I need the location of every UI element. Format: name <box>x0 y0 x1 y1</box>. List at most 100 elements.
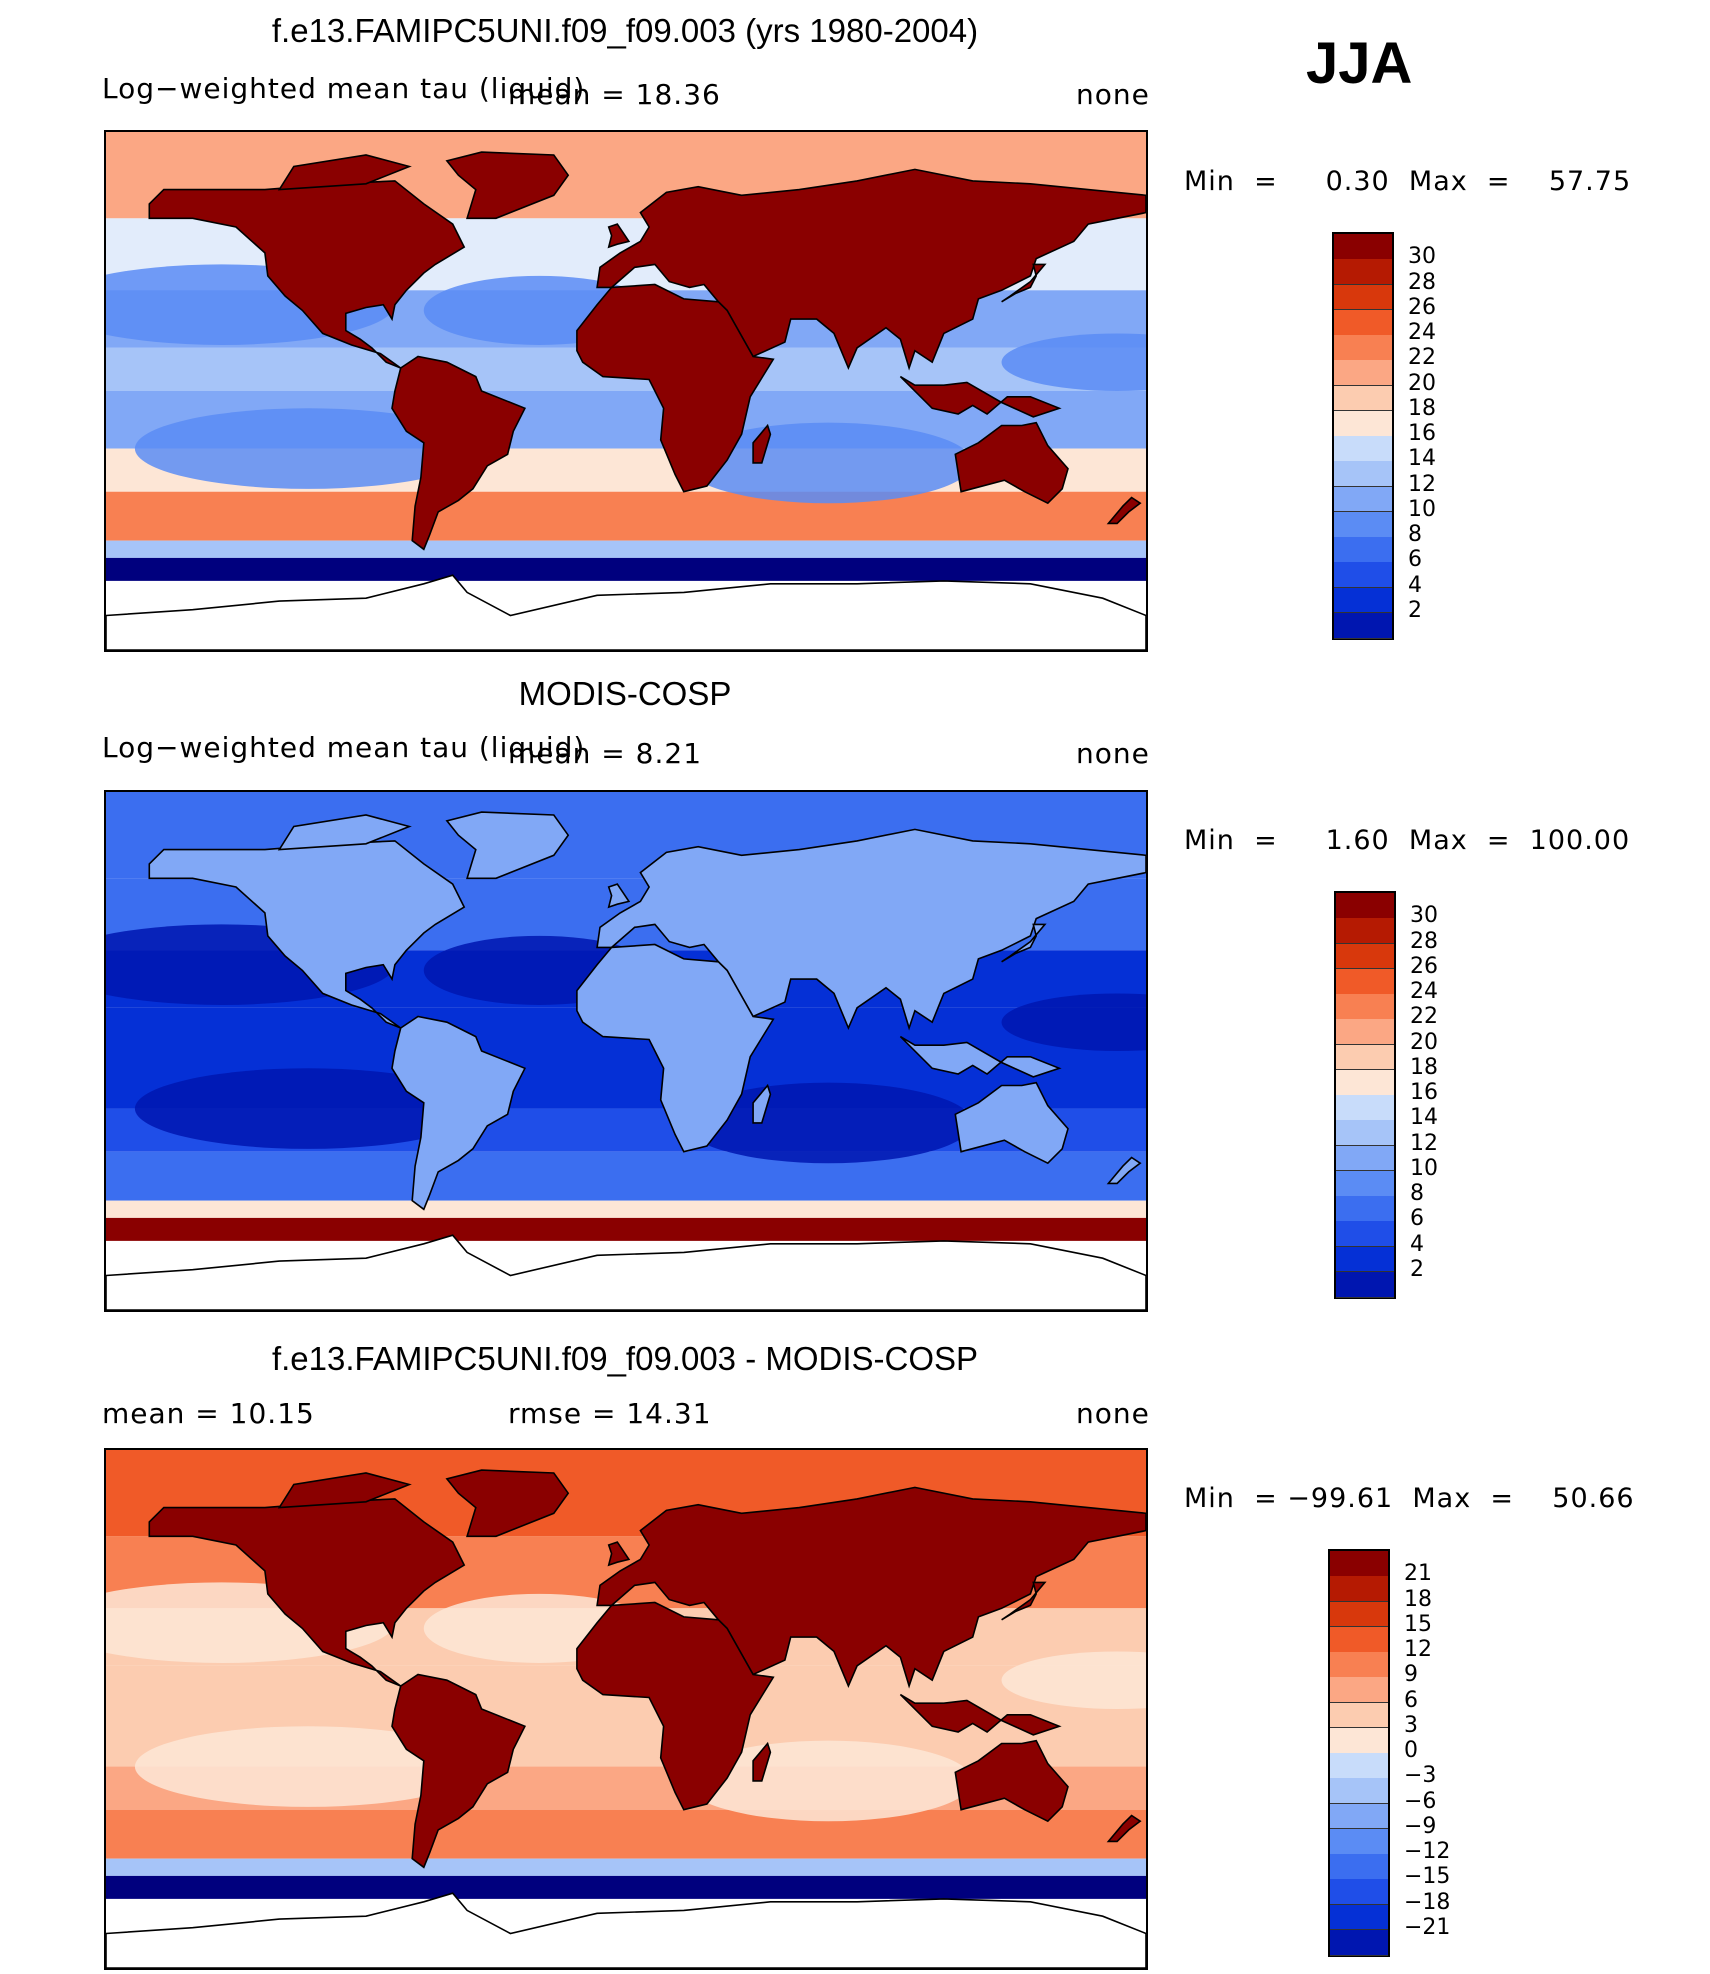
continent-nz <box>1106 1814 1142 1843</box>
colorbar-swatch <box>1334 309 1392 336</box>
continent-uk <box>607 883 631 909</box>
ocean-feature <box>1001 1651 1146 1709</box>
panel-3-minmax: Min = −99.61 Max = 50.66 <box>1184 1483 1635 1514</box>
continent-uk <box>607 223 631 249</box>
colorbar-swatch <box>1336 1170 1394 1197</box>
colorbar-swatches <box>1332 232 1394 640</box>
continent-north-america <box>148 840 466 1029</box>
panel-2-minmax: Min = 1.60 Max = 100.00 <box>1184 825 1631 856</box>
continent-australia <box>954 421 1069 505</box>
colorbar-swatch <box>1334 385 1392 412</box>
season-label: JJA <box>1306 31 1413 96</box>
colorbar-tick-label: 20 <box>1408 370 1436 396</box>
continent-madagascar <box>752 1741 772 1782</box>
colorbar-tick-label: 16 <box>1408 421 1436 446</box>
panel-1-colorbar: 30 28 26 24 22 20 18 16 14 12 10 8 6 4 2 <box>1332 232 1532 642</box>
panel-2-mean: mean = 8.21 <box>508 737 703 770</box>
colorbar-swatch <box>1336 1095 1394 1121</box>
colorbar-swatch <box>1334 587 1392 614</box>
colorbar-tick-label: 18 <box>1408 395 1436 421</box>
colorbar-swatch <box>1336 1246 1394 1273</box>
colorbar-swatch <box>1330 1854 1388 1880</box>
colorbar-swatch <box>1334 284 1392 311</box>
colorbar-swatch <box>1336 1196 1394 1222</box>
panel-3-map <box>104 1448 1148 1970</box>
colorbar-tick-label: 0 <box>1404 1738 1418 1763</box>
colorbar-tick-label: 8 <box>1410 1181 1424 1206</box>
colorbar-swatch <box>1334 461 1392 487</box>
colorbar-labels: 30 28 26 24 22 20 18 16 14 12 10 8 6 4 2 <box>1410 891 1510 1301</box>
colorbar-tick-label: −3 <box>1404 1763 1437 1789</box>
colorbar-tick-label: 3 <box>1404 1712 1418 1738</box>
colorbar-tick-label: 2 <box>1410 1256 1424 1282</box>
map-field-2 <box>106 792 1146 1310</box>
colorbar-tick-label: 6 <box>1404 1687 1418 1713</box>
ocean-band <box>106 557 1146 581</box>
ocean-feature <box>1001 333 1146 391</box>
colorbar-swatch <box>1334 537 1392 563</box>
colorbar-tick-label: 12 <box>1410 1130 1438 1156</box>
panel-2-title: MODIS-COSP <box>518 675 732 712</box>
panel-3-mean: mean = 10.15 <box>102 1397 315 1430</box>
colorbar-tick-label: 12 <box>1408 471 1436 497</box>
continent-indonesia <box>899 1035 1062 1078</box>
colorbar-swatch <box>1336 968 1394 995</box>
colorbar-swatch <box>1330 1828 1388 1855</box>
panel-2-colorbar: 30 28 26 24 22 20 18 16 14 12 10 8 6 4 2 <box>1334 891 1534 1301</box>
colorbar-tick-label: 22 <box>1410 1004 1438 1030</box>
colorbar-swatch <box>1336 1145 1394 1172</box>
colorbar-tick-label: 4 <box>1410 1231 1424 1257</box>
continent-north-america <box>148 180 466 369</box>
ocean-feature <box>134 1068 482 1149</box>
colorbar-swatch <box>1336 1271 1394 1298</box>
ocean-band <box>106 1809 1146 1859</box>
colorbar-swatch <box>1334 511 1392 538</box>
colorbar-tick-label: −15 <box>1404 1864 1451 1890</box>
continent-south-america <box>391 1673 527 1869</box>
colorbar-swatch <box>1334 360 1392 386</box>
colorbar-tick-label: 8 <box>1408 522 1422 547</box>
panel-2-variable-label: Log−weighted mean tau (liquid) <box>102 731 586 764</box>
colorbar-tick-label: 18 <box>1404 1586 1432 1612</box>
colorbar-tick-label: 6 <box>1410 1206 1424 1232</box>
continent-arctic-islands <box>277 154 412 191</box>
continent-nz <box>1106 496 1142 525</box>
colorbar-tick-label: 14 <box>1408 446 1436 472</box>
colorbar-tick-label: −18 <box>1404 1889 1451 1915</box>
continent-africa <box>576 943 775 1153</box>
colorbar-swatch <box>1334 259 1392 285</box>
continent-australia <box>954 1739 1069 1823</box>
colorbar-tick-label: 2 <box>1408 597 1422 623</box>
colorbar-tick-label: 24 <box>1408 320 1436 345</box>
map-field-1 <box>106 132 1146 650</box>
continent-north-america <box>148 1498 466 1687</box>
continent-africa <box>576 1601 775 1811</box>
colorbar-tick-label: 4 <box>1408 572 1422 598</box>
colorbar-tick-label: −21 <box>1404 1914 1451 1940</box>
ocean-band <box>106 1200 1146 1218</box>
continent-arctic-islands <box>277 814 412 851</box>
colorbar-tick-label: −9 <box>1404 1813 1437 1839</box>
ocean-band <box>106 491 1146 541</box>
continent-madagascar <box>752 1083 772 1124</box>
colorbar-tick-label: 20 <box>1410 1029 1438 1055</box>
continent-uk <box>607 1541 631 1567</box>
colorbar-swatch <box>1336 1044 1394 1071</box>
panel-3-rmse: rmse = 14.31 <box>508 1397 712 1430</box>
colorbar-tick-label: 21 <box>1404 1561 1432 1587</box>
colorbar-swatch <box>1334 335 1392 361</box>
colorbar-swatch <box>1330 1601 1388 1628</box>
panel-1-title: f.e13.FAMIPC5UNI.f09_f09.003 (yrs 1980-2… <box>271 12 979 49</box>
colorbar-swatch <box>1334 486 1392 513</box>
ocean-feature <box>134 1726 482 1807</box>
colorbar-swatch <box>1336 918 1394 944</box>
colorbar-tick-label: 26 <box>1410 953 1438 979</box>
colorbar-tick-label: 15 <box>1404 1611 1432 1637</box>
colorbar-swatch <box>1336 893 1394 919</box>
ocean-band <box>106 540 1146 558</box>
continent-japan <box>1001 1581 1047 1621</box>
colorbar-tick-label: 30 <box>1410 903 1438 929</box>
colorbar-tick-label: 22 <box>1408 345 1436 371</box>
colorbar-tick-label: 10 <box>1408 496 1436 522</box>
continent-madagascar <box>752 423 772 464</box>
